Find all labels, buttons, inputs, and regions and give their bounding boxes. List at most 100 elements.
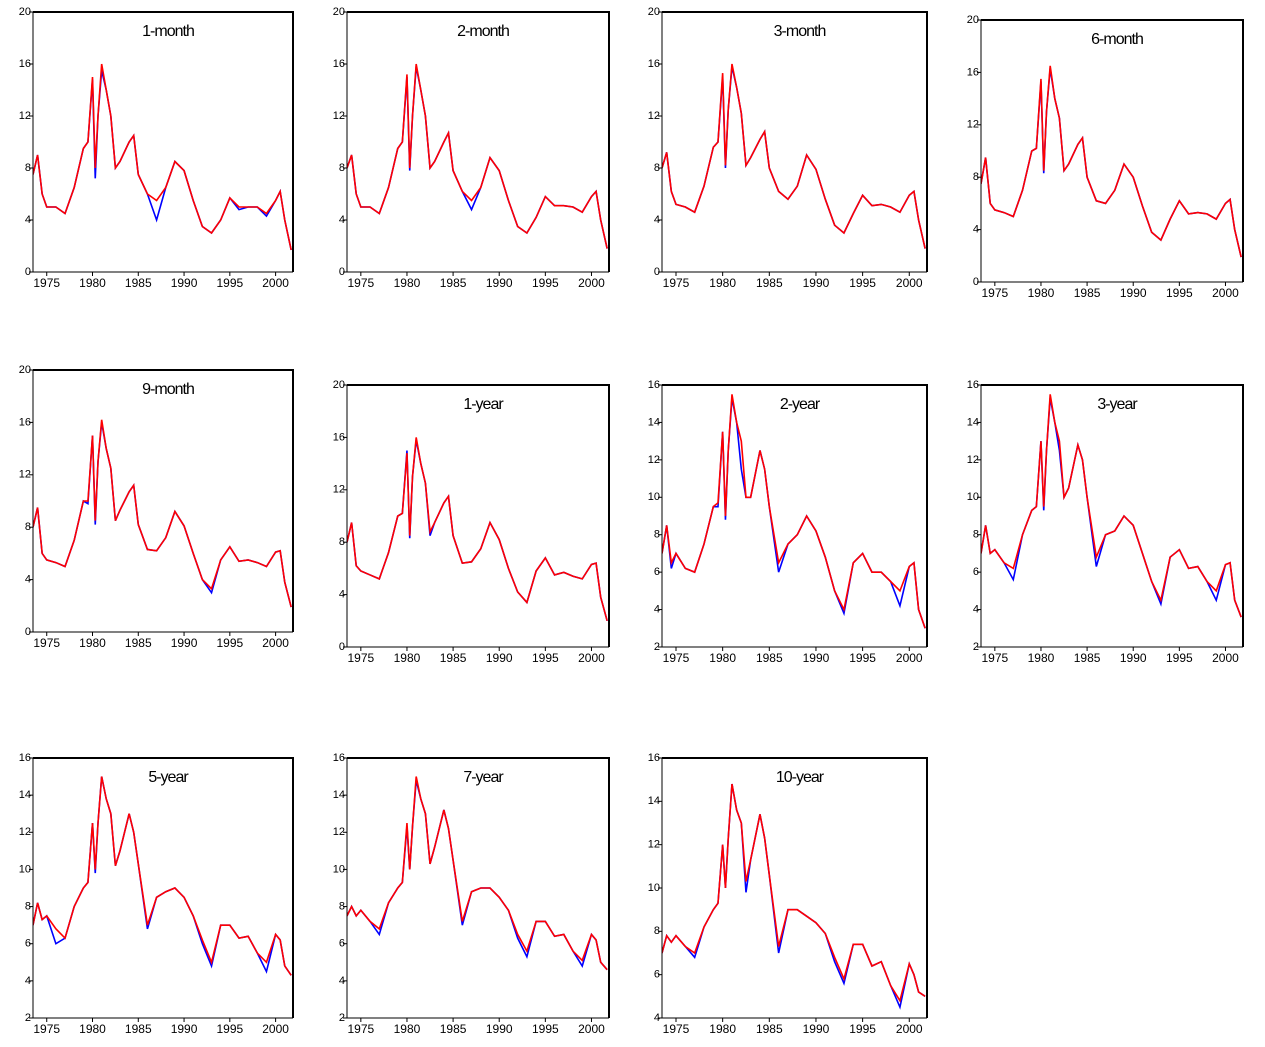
y-tick-label: 8 [654, 162, 660, 174]
x-tick-label: 1985 [756, 276, 783, 290]
x-tick-label: 1990 [486, 1022, 513, 1036]
y-tick-label: 8 [654, 925, 660, 937]
x-tick-label: 2000 [1212, 286, 1239, 300]
x-tick-label: 1975 [33, 1022, 60, 1036]
y-tick-label: 2 [25, 1012, 31, 1024]
x-tick-label: 2000 [896, 1022, 923, 1036]
x-tick-label: 1995 [1166, 286, 1193, 300]
x-tick-label: 2000 [262, 1022, 289, 1036]
panel: 4 6 8 10 12 14 16 1975 1980 1985 1990 1995 2000 10-ye… [648, 752, 928, 1036]
y-tick-label: 4 [25, 214, 31, 226]
x-tick-label: 1985 [440, 651, 467, 665]
y-tick-label: 8 [654, 529, 660, 541]
series-line [981, 397, 1242, 618]
plot-lines [33, 776, 292, 976]
series-line [662, 66, 926, 249]
y-tick-label: 8 [25, 162, 31, 174]
y-tick-label: 14 [648, 795, 660, 807]
chart-title: 3-month [774, 23, 826, 40]
series-line [33, 70, 292, 251]
x-tick-label: 1990 [803, 276, 830, 290]
x-tick-label: 1980 [394, 1022, 421, 1036]
x-tick-label: 1995 [532, 276, 559, 290]
x-tick-label: 1985 [1074, 286, 1101, 300]
plot-lines [347, 437, 608, 622]
x-tick-label: 1990 [486, 651, 513, 665]
x-tick-label: 1980 [394, 276, 421, 290]
y-tick-label: 6 [25, 938, 31, 950]
y-tick-label: 16 [19, 416, 31, 428]
y-tick-label: 12 [333, 484, 345, 496]
series-line [33, 422, 292, 608]
x-tick-label: 2000 [578, 651, 605, 665]
plot-lines [662, 783, 926, 1010]
x-tick-label: 1975 [981, 286, 1008, 300]
series-line [347, 66, 608, 249]
y-tick-label: 4 [654, 603, 660, 615]
y-tick-label: 8 [339, 536, 345, 548]
y-tick-label: 16 [967, 66, 979, 78]
y-tick-label: 10 [648, 491, 660, 503]
x-tick-label: 1975 [347, 651, 374, 665]
frame [347, 11, 610, 272]
panel: 0 4 8 12 16 20 1975 1980 1985 1990 1995 2000 3-month [648, 6, 928, 290]
panel: 0 4 8 12 16 20 1975 1980 1985 1990 1995 2000 1-year [333, 379, 610, 665]
y-tick-label: 4 [973, 224, 979, 236]
y-tick-label: 4 [25, 574, 31, 586]
y-tick-label: 4 [339, 214, 345, 226]
plot-lines [662, 394, 926, 629]
y-tick-label: 8 [25, 521, 31, 533]
x-tick-label: 1995 [1166, 651, 1193, 665]
x-tick-label: 1975 [33, 636, 60, 650]
panel: 0 4 8 12 16 20 1975 1980 1985 1990 1995 2000 9-month [19, 364, 294, 650]
x-tick-label: 1975 [347, 1022, 374, 1036]
x-tick-label: 1990 [171, 276, 198, 290]
x-tick-label: 1990 [1120, 651, 1147, 665]
y-tick-label: 0 [654, 266, 660, 278]
chart-title: 9-month [142, 381, 194, 398]
x-tick-label: 2000 [578, 276, 605, 290]
x-tick-label: 1980 [79, 636, 106, 650]
frame [33, 369, 294, 632]
series-line [662, 397, 926, 629]
y-tick-label: 16 [648, 58, 660, 70]
y-tick-label: 6 [654, 566, 660, 578]
series-line [981, 65, 1242, 258]
series-line [981, 394, 1242, 618]
y-tick-label: 16 [333, 752, 345, 764]
y-tick-label: 14 [648, 416, 660, 428]
y-tick-label: 8 [339, 162, 345, 174]
y-tick-label: 12 [19, 826, 31, 838]
y-tick-label: 20 [333, 379, 345, 391]
y-tick-label: 4 [973, 603, 979, 615]
frame [981, 19, 1244, 282]
x-tick-label: 2000 [896, 276, 923, 290]
y-tick-label: 8 [973, 529, 979, 541]
x-tick-label: 1990 [171, 1022, 198, 1036]
y-tick-label: 6 [339, 938, 345, 950]
y-tick-label: 0 [339, 641, 345, 653]
panel: 2 4 6 8 10 12 14 16 1975 1980 1985 1990 1995 2000 2-ye… [648, 379, 928, 665]
panel: 2 4 6 8 10 12 14 16 1975 1980 1985 1990 1995 2000 3-ye… [967, 379, 1244, 665]
x-tick-label: 2000 [896, 651, 923, 665]
plot-lines [981, 65, 1242, 258]
x-tick-label: 1980 [709, 276, 736, 290]
plot-lines [662, 63, 926, 249]
frame [981, 384, 1244, 647]
series-line [662, 783, 926, 1003]
frame [33, 757, 294, 1018]
x-tick-label: 1995 [849, 276, 876, 290]
panel: 0 4 8 12 16 20 1975 1980 1985 1990 1995 2000 2-month [333, 6, 610, 290]
y-tick-label: 6 [654, 969, 660, 981]
x-tick-label: 1980 [1028, 286, 1055, 300]
panel: 2 4 6 8 10 12 14 16 1975 1980 1985 1990 1995 2000 7-ye… [333, 752, 610, 1036]
chart-title: 6-month [1091, 31, 1143, 48]
y-tick-label: 14 [19, 789, 31, 801]
y-tick-label: 10 [967, 491, 979, 503]
series-line [33, 776, 292, 976]
chart-title: 10-year [776, 769, 825, 786]
x-tick-label: 1980 [709, 1022, 736, 1036]
y-tick-label: 14 [967, 416, 979, 428]
x-tick-label: 1985 [440, 1022, 467, 1036]
